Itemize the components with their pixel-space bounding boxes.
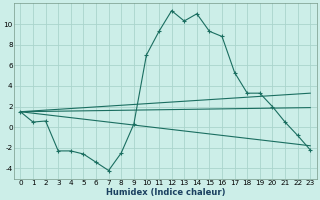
X-axis label: Humidex (Indice chaleur): Humidex (Indice chaleur) [106, 188, 225, 197]
